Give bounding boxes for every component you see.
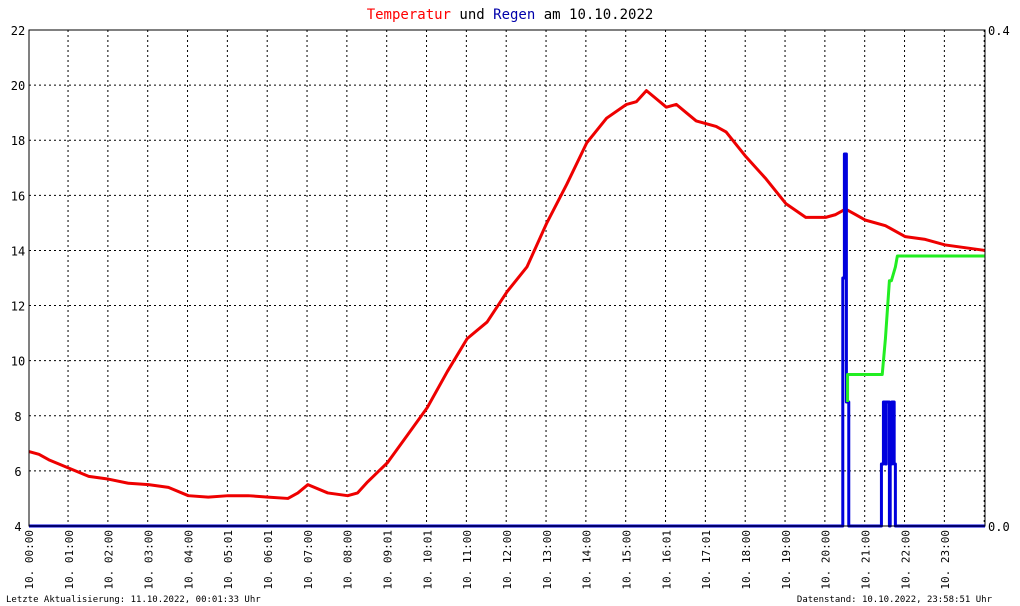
footer-data-status: Datenstand: 10.10.2022, 23:58:51 Uhr bbox=[797, 595, 993, 605]
y-left-tick-20: 20 bbox=[11, 79, 25, 93]
x-tick-label-8: 10. 08:00 bbox=[342, 530, 355, 590]
x-tick-label-16: 10. 16:01 bbox=[660, 530, 673, 590]
title-temperatur: Temperatur bbox=[367, 7, 451, 23]
series-line-0 bbox=[28, 89, 986, 500]
x-tick-label-1: 10. 01:00 bbox=[63, 530, 76, 590]
chart-title: Temperatur und Regen am 10.10.2022 bbox=[367, 7, 654, 23]
y-left-tick-6: 6 bbox=[14, 465, 21, 479]
plot-frame bbox=[28, 29, 986, 527]
x-tick-label-14: 10. 14:00 bbox=[581, 530, 594, 590]
title-und: und bbox=[451, 7, 493, 23]
x-tick-label-19: 10. 19:00 bbox=[780, 530, 793, 590]
x-tick-label-11: 10. 11:00 bbox=[461, 530, 474, 590]
title-regen: Regen bbox=[493, 7, 535, 23]
x-tick-label-9: 10. 09:01 bbox=[382, 530, 395, 590]
title-date: am 10.10.2022 bbox=[535, 7, 653, 23]
x-tick-label-4: 10. 04:00 bbox=[182, 530, 195, 590]
x-tick-label-5: 10. 05:01 bbox=[222, 530, 235, 590]
x-tick-label-23: 10. 23:00 bbox=[939, 530, 952, 590]
footer-last-update: Letzte Aktualisierung: 11.10.2022, 00:01… bbox=[6, 595, 261, 605]
y-right-tick-0.4: 0.4 bbox=[988, 24, 1010, 38]
y-left-tick-8: 8 bbox=[14, 410, 21, 424]
x-tick-label-15: 10. 15:00 bbox=[621, 530, 634, 590]
axis-labels: 4 6 8 10 12 14 16 18 20 22 0.0 0.4 10. 00:00 10. 01:0… bbox=[11, 24, 1010, 590]
x-tick-label-7: 10. 07:00 bbox=[302, 530, 315, 590]
y-left-tick-18: 18 bbox=[11, 134, 25, 148]
x-tick-label-20: 10. 20:00 bbox=[820, 530, 833, 590]
y-left-tick-22: 22 bbox=[11, 24, 25, 38]
x-tick-label-22: 10. 22:00 bbox=[899, 530, 912, 590]
x-tick-label-0: 10. 00:00 bbox=[23, 530, 36, 590]
x-tick-label-18: 10. 18:00 bbox=[740, 530, 753, 590]
x-tick-label-10: 10. 10:01 bbox=[421, 530, 434, 590]
series-line-1 bbox=[29, 152, 985, 528]
x-tick-label-13: 10. 13:00 bbox=[541, 530, 554, 590]
x-tick-label-21: 10. 21:00 bbox=[860, 530, 873, 590]
y-left-tick-12: 12 bbox=[11, 300, 25, 314]
x-tick-label-12: 10. 12:00 bbox=[501, 530, 514, 590]
x-tick-label-3: 10. 03:00 bbox=[143, 530, 156, 590]
y-left-tick-4: 4 bbox=[14, 520, 21, 534]
y-left-tick-16: 16 bbox=[11, 189, 25, 203]
series-layer bbox=[28, 89, 986, 528]
y-left-tick-10: 10 bbox=[11, 355, 25, 369]
y-right-tick-0.0: 0.0 bbox=[988, 520, 1010, 534]
grid bbox=[29, 30, 985, 526]
y-left-tick-14: 14 bbox=[11, 244, 25, 258]
x-tick-label-2: 10. 02:00 bbox=[103, 530, 116, 590]
x-tick-label-17: 10. 17:01 bbox=[700, 530, 713, 590]
series-line-2 bbox=[846, 254, 985, 402]
x-tick-label-6: 10. 06:01 bbox=[262, 530, 275, 590]
